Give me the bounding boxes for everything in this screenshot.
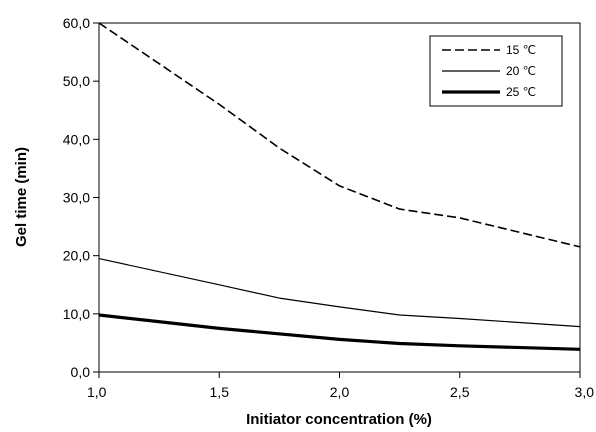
y-axis-title: Gel time (min) (13, 147, 30, 247)
x-tick-label: 2,5 (450, 384, 470, 400)
series-line-1 (98, 22, 581, 248)
x-axis-title: Initiator concentration (%) (246, 411, 432, 428)
y-tick-label: 20,0 (63, 248, 90, 264)
y-tick-label: 60,0 (63, 15, 90, 31)
x-tick-label: 2,0 (330, 384, 350, 400)
y-tick-label: 10,0 (63, 306, 90, 322)
x-axis-ticks: 1,0 1,5 2,0 2,5 3,0 (87, 372, 594, 400)
legend-label-1: 15 ℃ (506, 43, 536, 57)
series-layer (98, 22, 581, 351)
x-tick-label: 1,5 (210, 384, 230, 400)
y-tick-label: 50,0 (63, 73, 90, 89)
x-tick-label: 3,0 (575, 384, 595, 400)
y-tick-label: 30,0 (63, 190, 90, 206)
x-tick-label: 1,0 (87, 384, 107, 400)
legend-label-3: 25 ℃ (506, 85, 536, 99)
legend: 15 ℃ 20 ℃ 25 ℃ (429, 35, 563, 107)
y-axis-ticks: 0,0 10,0 20,0 30,0 40,0 50,0 60,0 (63, 15, 99, 380)
y-tick-label: 40,0 (63, 131, 90, 147)
series-line-3 (98, 313, 581, 351)
series-line-2 (98, 258, 581, 328)
y-tick-label: 0,0 (71, 364, 91, 380)
legend-label-2: 20 ℃ (506, 64, 536, 78)
